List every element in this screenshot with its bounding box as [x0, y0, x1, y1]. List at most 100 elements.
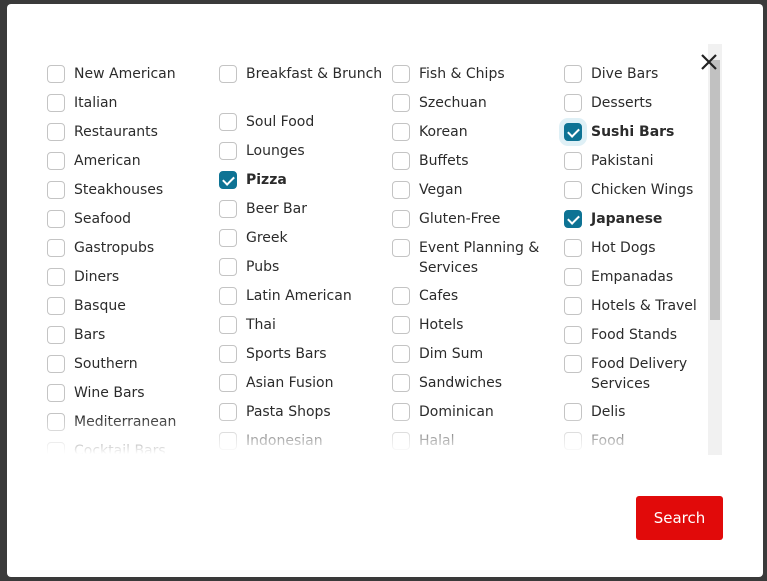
checkbox[interactable] [47, 442, 65, 456]
checkbox[interactable] [564, 268, 582, 286]
checkbox[interactable] [564, 94, 582, 112]
checkbox[interactable] [564, 432, 582, 450]
category-checkbox-item[interactable]: Southern [47, 354, 212, 383]
category-checkbox-item[interactable]: Mediterranean [47, 412, 212, 441]
checkbox[interactable] [392, 123, 410, 141]
checkbox[interactable] [219, 229, 237, 247]
checkbox[interactable] [47, 210, 65, 228]
checkbox[interactable] [219, 403, 237, 421]
category-checkbox-item[interactable]: Hotels & Travel [564, 296, 707, 325]
category-checkbox-item[interactable]: Halal [392, 431, 557, 456]
category-checkbox-item[interactable]: Wine Bars [47, 383, 212, 412]
checkbox[interactable] [564, 355, 582, 373]
checkbox[interactable] [564, 297, 582, 315]
category-checkbox-item[interactable]: Sports Bars [219, 344, 384, 373]
category-checkbox-item[interactable]: Italian [47, 93, 212, 122]
checkbox[interactable] [219, 345, 237, 363]
category-checkbox-item[interactable]: Gluten-Free [392, 209, 557, 238]
checkbox[interactable] [47, 123, 65, 141]
scrollbar-thumb[interactable] [710, 60, 720, 320]
checkbox[interactable] [47, 297, 65, 315]
category-checkbox-item[interactable]: Vegan [392, 180, 557, 209]
category-checkbox-item[interactable]: Latin American [219, 286, 384, 315]
checkbox[interactable] [47, 65, 65, 83]
category-checkbox-item[interactable]: Hotels [392, 315, 557, 344]
checkbox-checked[interactable] [564, 123, 582, 141]
category-checkbox-item[interactable]: Pasta Shops [219, 402, 384, 431]
category-checkbox-item[interactable]: Indonesian [219, 431, 384, 456]
category-checkbox-item[interactable]: Fish & Chips [392, 64, 557, 93]
category-checkbox-item[interactable]: Restaurants [47, 122, 212, 151]
checkbox[interactable] [47, 384, 65, 402]
scrollbar[interactable] [708, 44, 722, 455]
category-checkbox-item[interactable]: Greek [219, 228, 384, 257]
category-checkbox-item[interactable]: Lounges [219, 141, 384, 170]
checkbox[interactable] [392, 210, 410, 228]
category-checkbox-item[interactable]: New American [47, 64, 212, 93]
checkbox[interactable] [564, 181, 582, 199]
checkbox[interactable] [47, 94, 65, 112]
category-checkbox-item[interactable]: Bars [47, 325, 212, 354]
category-checkbox-item[interactable]: Desserts [564, 93, 707, 122]
checkbox[interactable] [392, 316, 410, 334]
category-checkbox-item[interactable]: Sandwiches [392, 373, 557, 402]
checkbox[interactable] [219, 316, 237, 334]
checkbox[interactable] [47, 413, 65, 431]
checkbox[interactable] [219, 287, 237, 305]
category-checkbox-item[interactable]: Dim Sum [392, 344, 557, 373]
checkbox[interactable] [219, 258, 237, 276]
category-checkbox-item[interactable]: American [47, 151, 212, 180]
close-icon[interactable] [697, 50, 721, 74]
category-checkbox-item[interactable]: Szechuan [392, 93, 557, 122]
checkbox-checked[interactable] [564, 210, 582, 228]
category-checkbox-item[interactable]: Japanese [564, 209, 707, 238]
checkbox[interactable] [392, 287, 410, 305]
checkbox[interactable] [219, 113, 237, 131]
category-checkbox-item[interactable]: Chicken Wings [564, 180, 707, 209]
category-checkbox-item[interactable]: Soul Food [219, 112, 384, 141]
checkbox[interactable] [392, 94, 410, 112]
checkbox[interactable] [392, 432, 410, 450]
category-checkbox-item[interactable]: Delis [564, 402, 707, 431]
category-checkbox-item[interactable]: Pizza [219, 170, 384, 199]
checkbox[interactable] [47, 326, 65, 344]
category-checkbox-item[interactable]: Seafood [47, 209, 212, 238]
checkbox[interactable] [392, 374, 410, 392]
checkbox[interactable] [47, 268, 65, 286]
checkbox[interactable] [47, 355, 65, 373]
checkbox[interactable] [47, 152, 65, 170]
category-checkbox-item[interactable]: Dive Bars [564, 64, 707, 93]
search-button[interactable]: Search [636, 496, 723, 540]
category-checkbox-item[interactable]: Sushi Bars [564, 122, 707, 151]
category-checkbox-item[interactable]: Dominican [392, 402, 557, 431]
checkbox[interactable] [564, 326, 582, 344]
category-checkbox-item[interactable]: Breakfast & Brunch [219, 64, 384, 112]
category-checkbox-item[interactable]: Basque [47, 296, 212, 325]
category-checkbox-item[interactable]: Steakhouses [47, 180, 212, 209]
checkbox[interactable] [47, 181, 65, 199]
category-checkbox-item[interactable]: Hot Dogs [564, 238, 707, 267]
checkbox[interactable] [219, 142, 237, 160]
category-checkbox-item[interactable]: Beer Bar [219, 199, 384, 228]
checkbox[interactable] [564, 239, 582, 257]
checkbox-checked[interactable] [219, 171, 237, 189]
category-checkbox-item[interactable]: Cafes [392, 286, 557, 315]
category-checkbox-item[interactable]: Event Planning & Services [392, 238, 557, 286]
checkbox[interactable] [392, 345, 410, 363]
checkbox[interactable] [219, 200, 237, 218]
category-checkbox-item[interactable]: Gastropubs [47, 238, 212, 267]
checkbox[interactable] [219, 65, 237, 83]
checkbox[interactable] [564, 403, 582, 421]
category-checkbox-item[interactable]: Empanadas [564, 267, 707, 296]
checkbox[interactable] [392, 403, 410, 421]
category-checkbox-item[interactable]: Food Stands [564, 325, 707, 354]
checkbox[interactable] [392, 152, 410, 170]
category-checkbox-item[interactable]: Asian Fusion [219, 373, 384, 402]
checkbox[interactable] [219, 432, 237, 450]
category-checkbox-item[interactable]: Pakistani [564, 151, 707, 180]
category-checkbox-item[interactable]: Cocktail Bars [47, 441, 212, 456]
category-checkbox-item[interactable]: Pubs [219, 257, 384, 286]
category-checkbox-item[interactable]: Buffets [392, 151, 557, 180]
category-checkbox-item[interactable]: Thai [219, 315, 384, 344]
category-checkbox-item[interactable]: Food Delivery Services [564, 354, 707, 402]
